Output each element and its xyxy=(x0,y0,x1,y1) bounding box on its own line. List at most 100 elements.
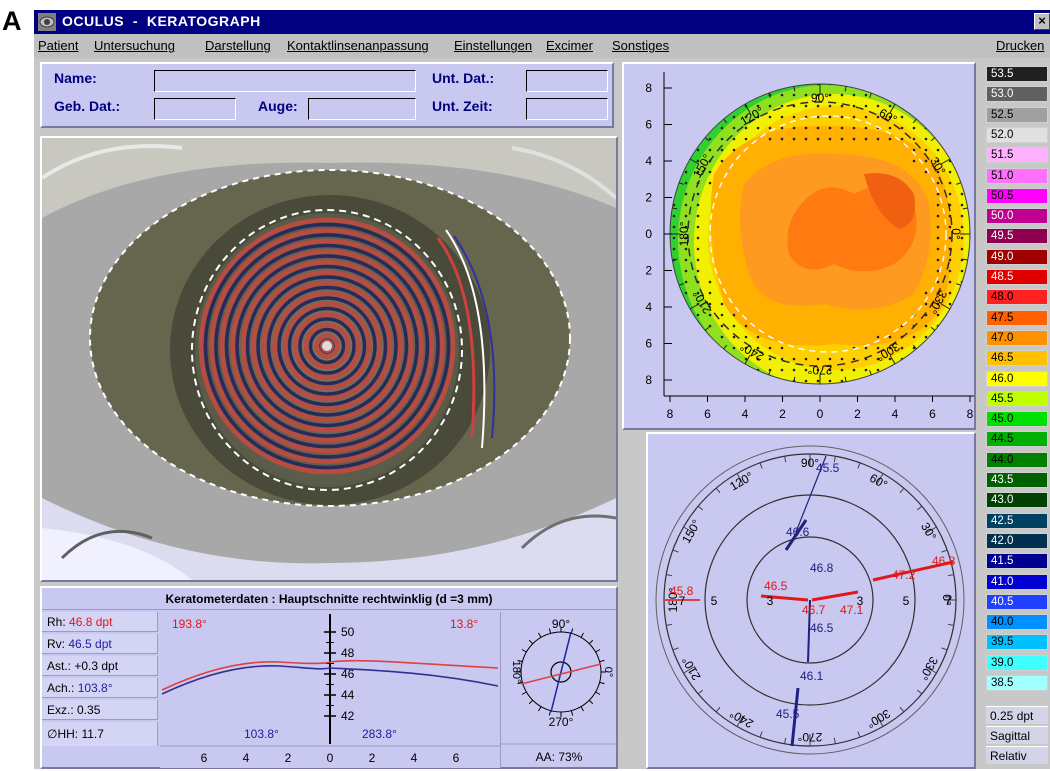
topo-dot xyxy=(732,335,736,339)
compass-tick xyxy=(528,699,534,705)
menu-untersuchung[interactable]: Untersuchung xyxy=(94,38,175,53)
topo-rim-tick xyxy=(672,258,678,261)
topo-dot xyxy=(780,84,784,86)
topo-dot xyxy=(936,247,940,251)
topo-dot xyxy=(804,368,808,372)
menu-darstellung[interactable]: Darstellung xyxy=(205,38,271,53)
radial-tick xyxy=(941,647,948,651)
compass-tick xyxy=(570,710,574,716)
topo-dot xyxy=(720,159,724,163)
placido-ring-dark xyxy=(224,243,430,449)
radial-value-panel: 90° 60° 30° 0° 330° 300° 270° 240° 210° 180° 150° 1… xyxy=(646,432,976,769)
placido-ring-red xyxy=(303,322,351,370)
ring-label-right: 5 xyxy=(903,594,910,608)
scale-entry: 43.0 xyxy=(986,492,1048,509)
menu-patient[interactable]: Patient xyxy=(38,38,79,53)
menu-einstellungen[interactable]: Einstellungen xyxy=(454,38,533,53)
exam-time-field[interactable] xyxy=(526,98,608,120)
axis-value: 103.8° xyxy=(77,681,113,695)
radial-tick xyxy=(683,666,695,674)
vertical-meridian-value: 45.5 xyxy=(816,461,840,475)
placido-ring-red xyxy=(293,312,361,380)
topo-dot xyxy=(948,214,952,218)
topo-dot xyxy=(936,170,940,174)
topo-rim-tick xyxy=(689,303,700,310)
topo-dot xyxy=(888,115,892,119)
scale-type-button[interactable]: Relativ xyxy=(986,746,1048,764)
topo-dot xyxy=(684,269,688,273)
topo-rim-tick xyxy=(793,376,796,382)
rv-row: Rv: 46.5 dpt xyxy=(42,634,158,654)
topo-dot xyxy=(840,126,844,130)
radial-tick xyxy=(899,706,905,713)
radial-angle-label: 60° xyxy=(867,471,890,492)
radial-angle-label: 210° xyxy=(679,654,704,683)
menu-excimer[interactable]: Excimer xyxy=(546,38,593,53)
profile-left-angle: 193.8° xyxy=(172,617,207,631)
scale-entry: 44.0 xyxy=(986,451,1048,468)
radial-tick xyxy=(899,487,905,494)
menu-drucken[interactable]: Drucken xyxy=(996,38,1045,53)
topo-dot xyxy=(924,170,928,174)
topo-dot xyxy=(720,302,724,306)
eye-label: Auge: xyxy=(258,98,298,114)
topo-dot xyxy=(732,313,736,317)
ring-label-right: 3 xyxy=(857,594,864,608)
profile-y-tick-label: 48 xyxy=(341,646,355,660)
topo-dot xyxy=(744,126,748,130)
topo-y-tick-label: 2 xyxy=(645,191,652,205)
exam-time-label: Unt. Zeit: xyxy=(432,98,493,114)
topo-dot xyxy=(744,137,748,141)
radial-tick xyxy=(947,574,954,577)
placido-ring-red xyxy=(230,249,424,443)
profile-x-tick-label: 4 xyxy=(243,751,250,765)
radial-tick xyxy=(683,526,695,534)
topo-dot xyxy=(768,137,772,141)
topo-dot xyxy=(780,115,784,119)
eye-field[interactable] xyxy=(308,98,416,120)
radial-tick xyxy=(857,731,861,738)
profile-right-angle: 13.8° xyxy=(450,617,478,631)
birth-date-field[interactable] xyxy=(154,98,236,120)
radial-tick xyxy=(925,666,937,674)
topo-dot xyxy=(684,192,688,196)
topo-dot xyxy=(852,93,856,97)
placido-ring-dark xyxy=(277,296,377,396)
topo-dot xyxy=(732,126,736,130)
radial-tick xyxy=(941,549,948,553)
compass-right-label: 0° xyxy=(602,667,614,678)
astigmatism-value: Ast.: +0.3 dpt xyxy=(42,656,158,676)
scale-entry: 41.5 xyxy=(986,553,1048,570)
menu-kontaktlinsenanpassung[interactable]: Kontaktlinsenanpassung xyxy=(287,38,429,53)
topo-dot xyxy=(828,93,832,97)
exam-date-field[interactable] xyxy=(526,70,608,92)
compass-tick xyxy=(588,699,594,705)
vertical-meridian-value: 46.5 xyxy=(810,621,834,635)
profile-y-tick-label: 44 xyxy=(341,688,355,702)
axis-compass: 90° 270° 0° 180° AA: 73% xyxy=(501,617,617,764)
topo-dot xyxy=(948,170,952,174)
topo-dot xyxy=(708,280,712,284)
map-mode-button[interactable]: Sagittal xyxy=(986,726,1048,744)
topo-dot xyxy=(696,159,700,163)
topo-dot xyxy=(792,93,796,97)
topo-rim-tick xyxy=(704,326,710,331)
topo-rim-tick xyxy=(844,86,847,92)
topo-rim-tick xyxy=(723,344,728,350)
topo-y-tick-label: 8 xyxy=(645,81,652,95)
topo-dot xyxy=(696,291,700,295)
topo-dot xyxy=(936,192,940,196)
topo-dot xyxy=(768,346,772,350)
topo-dot xyxy=(744,346,748,350)
topo-dot xyxy=(708,313,712,317)
menu-sonstiges[interactable]: Sonstiges xyxy=(612,38,670,53)
topo-dot xyxy=(744,357,748,361)
close-button[interactable]: × xyxy=(1034,13,1050,30)
compass-tick xyxy=(588,639,594,645)
topo-angle-label: 90° xyxy=(811,91,829,105)
topo-dot xyxy=(684,225,688,229)
name-field[interactable] xyxy=(154,70,416,92)
step-size-button[interactable]: 0.25 dpt xyxy=(986,706,1048,724)
topo-dot xyxy=(840,137,844,141)
topo-dot xyxy=(732,324,736,328)
